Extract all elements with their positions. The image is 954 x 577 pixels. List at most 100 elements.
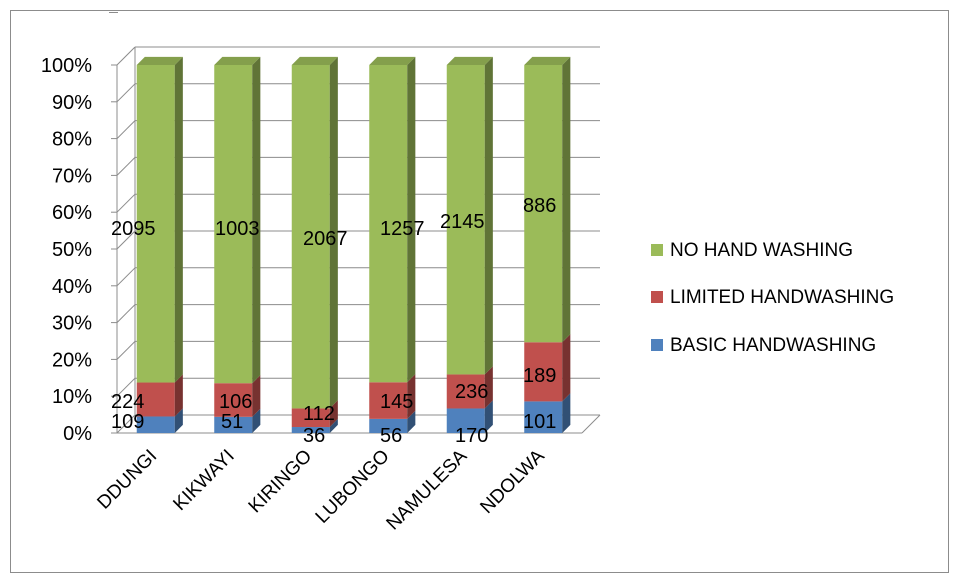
gridline-side bbox=[116, 267, 136, 287]
data-label: 2095 bbox=[111, 218, 156, 240]
chart-frame bbox=[10, 10, 949, 573]
data-label: 145 bbox=[380, 391, 413, 413]
bar-no-hand-washing bbox=[446, 65, 485, 375]
gridline-side bbox=[116, 46, 136, 66]
frame-tick-mark bbox=[109, 12, 118, 13]
bar-basic-handwashing bbox=[136, 416, 175, 433]
bar-limited-handwashing bbox=[524, 342, 563, 402]
bar-basic-handwashing bbox=[524, 401, 563, 433]
data-label: 224 bbox=[111, 391, 144, 413]
data-label: 112 bbox=[303, 403, 335, 425]
gridline-side bbox=[116, 377, 136, 397]
x-category-label: DDUNGI bbox=[93, 446, 161, 514]
data-label: 101 bbox=[523, 411, 556, 433]
bar-limited-handwashing bbox=[446, 374, 485, 409]
y-axis-tick-labels: 0% 10% 20% 30% 40% 50% 60% 70% 80% 90% 100% bbox=[41, 55, 92, 445]
legend-swatch bbox=[651, 291, 663, 303]
bar-side-no-hand-washing bbox=[562, 56, 571, 343]
x-category-label: NDOLWA bbox=[476, 445, 549, 518]
y-tick-label: 90% bbox=[52, 92, 92, 114]
bar-side-limited-handwashing bbox=[174, 374, 183, 417]
bar-side-limited-handwashing bbox=[329, 400, 338, 428]
axes bbox=[111, 47, 601, 434]
y-tick-label: 70% bbox=[52, 165, 92, 187]
gridline-side bbox=[116, 193, 136, 213]
bar-side-no-hand-washing bbox=[484, 56, 493, 375]
bar-top-no-hand-washing bbox=[291, 56, 338, 65]
data-label: 236 bbox=[455, 381, 488, 403]
bar-side-no-hand-washing bbox=[329, 56, 338, 409]
bar-side-limited-handwashing bbox=[252, 375, 261, 417]
bar-side-no-hand-washing bbox=[252, 56, 261, 384]
bar-no-hand-washing bbox=[291, 65, 330, 409]
bar-no-hand-washing bbox=[136, 65, 175, 383]
y-tick-label: 10% bbox=[52, 386, 92, 408]
gridline-side bbox=[116, 120, 136, 139]
y-tick-label: 20% bbox=[52, 349, 92, 371]
bar-side-no-hand-washing bbox=[174, 56, 183, 383]
bar-side-basic-handwashing bbox=[329, 418, 338, 433]
data-label: 1003 bbox=[215, 218, 260, 240]
bar-side-basic-handwashing bbox=[252, 408, 261, 433]
bar-top-no-hand-washing bbox=[214, 56, 261, 65]
floor-right-edge bbox=[581, 414, 601, 434]
data-label: 189 bbox=[523, 365, 556, 387]
bar-top-no-hand-washing bbox=[136, 56, 183, 65]
data-label: 886 bbox=[523, 195, 556, 217]
bar-basic-handwashing bbox=[291, 427, 330, 433]
x-category-label: NAMULESA bbox=[383, 445, 472, 534]
gridline-side bbox=[116, 157, 136, 176]
bar-limited-handwashing bbox=[214, 383, 253, 417]
x-category-label: KIRINGO bbox=[245, 446, 317, 518]
legend-label: LIMITED HANDWASHING bbox=[670, 287, 894, 308]
legend-label: BASIC HANDWASHING bbox=[670, 335, 876, 356]
data-label: 56 bbox=[380, 425, 402, 447]
bar-side-basic-handwashing bbox=[562, 393, 571, 433]
legend-label: NO HAND WASHING bbox=[670, 240, 853, 261]
bar-limited-handwashing bbox=[291, 408, 330, 428]
bar-side-basic-handwashing bbox=[407, 410, 416, 433]
legend: NO HAND WASHING LIMITED HANDWASHING BASIC … bbox=[651, 240, 894, 356]
data-label: 1257 bbox=[380, 218, 425, 240]
bar-basic-handwashing bbox=[214, 416, 253, 433]
bar-side-basic-handwashing bbox=[174, 408, 183, 433]
bar-basic-handwashing bbox=[446, 408, 485, 433]
bar-limited-handwashing bbox=[136, 382, 175, 417]
data-label: 109 bbox=[111, 411, 144, 433]
data-label: 106 bbox=[219, 391, 252, 413]
gridlines bbox=[116, 46, 600, 434]
gridline-side bbox=[116, 83, 136, 103]
x-category-label: KIKWAYI bbox=[169, 446, 238, 515]
legend-swatch bbox=[651, 339, 663, 351]
y-tick-label: 40% bbox=[52, 276, 92, 298]
data-label: 2067 bbox=[303, 228, 348, 250]
y-tick-label: 0% bbox=[63, 423, 92, 445]
data-label: 36 bbox=[303, 425, 325, 447]
y-tick-label: 80% bbox=[52, 129, 92, 151]
data-label: 170 bbox=[455, 425, 488, 447]
x-category-label: LUBONGO bbox=[312, 446, 394, 528]
y-tick-label: 50% bbox=[52, 239, 92, 261]
bar-no-hand-washing bbox=[214, 65, 253, 384]
gridline-side bbox=[116, 414, 136, 434]
gridline-side bbox=[116, 304, 136, 323]
legend-swatch bbox=[651, 244, 663, 256]
bar-no-hand-washing bbox=[524, 65, 563, 343]
bar-side-no-hand-washing bbox=[407, 56, 416, 383]
gridline-side bbox=[116, 341, 136, 360]
bar-top-no-hand-washing bbox=[446, 56, 493, 65]
y-tick-label: 60% bbox=[52, 202, 92, 224]
y-tick-label: 100% bbox=[41, 55, 92, 77]
bar-side-limited-handwashing bbox=[407, 374, 416, 419]
data-label: 2145 bbox=[440, 211, 485, 233]
bar-no-hand-washing bbox=[369, 65, 408, 383]
bar-side-basic-handwashing bbox=[484, 400, 493, 433]
bar-side-limited-handwashing bbox=[562, 334, 571, 402]
bar-basic-handwashing bbox=[369, 418, 408, 433]
bars bbox=[136, 56, 571, 433]
y-tick-label: 30% bbox=[52, 313, 92, 335]
bar-side-limited-handwashing bbox=[484, 366, 493, 409]
bar-top-no-hand-washing bbox=[524, 56, 571, 65]
